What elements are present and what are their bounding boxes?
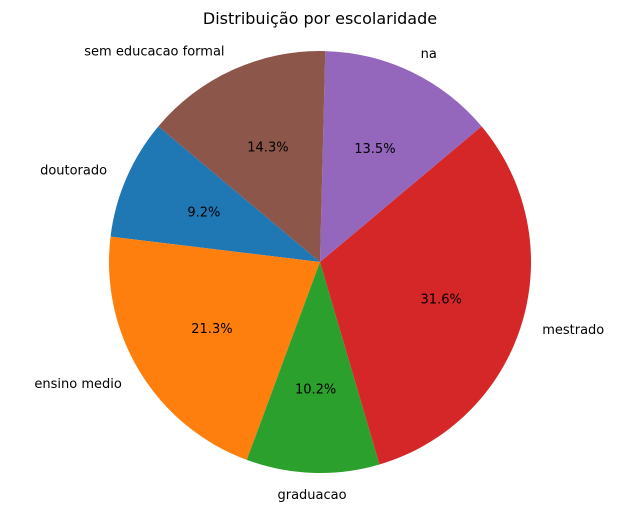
pie-pct-label: 14.3% <box>247 141 288 156</box>
pie-pct-label: 13.5% <box>354 142 395 157</box>
pie-pct-label: 10.2% <box>295 383 336 398</box>
pie-category-label: ensino medio <box>34 377 121 392</box>
pie-slice-ensino-medio <box>109 236 320 460</box>
pie-slice-graduacao <box>246 262 380 474</box>
pie-category-label: mestrado <box>542 323 604 338</box>
pie-slice-mestrado <box>320 126 531 465</box>
pie-category-label: na <box>421 47 437 62</box>
pie-labels: 9.2% doutorado 21.3% ensino medio 10.2% gradu… <box>34 44 604 503</box>
pie-pct-label: 31.6% <box>421 293 462 308</box>
pie-pct-label: 9.2% <box>187 206 220 221</box>
chart-title: Distribuição por escolaridade <box>203 9 437 28</box>
pie-pct-label: 21.3% <box>191 322 232 337</box>
pie-slices <box>109 50 531 474</box>
pie-slice-doutorado <box>110 126 320 262</box>
pie-slice-sem-educacao-formal <box>158 50 326 262</box>
pie-slice-na <box>320 51 482 262</box>
pie-category-label: graduacao <box>277 488 346 503</box>
pie-category-label: sem educacao formal <box>84 44 224 59</box>
pie-category-label: doutorado <box>40 164 107 179</box>
